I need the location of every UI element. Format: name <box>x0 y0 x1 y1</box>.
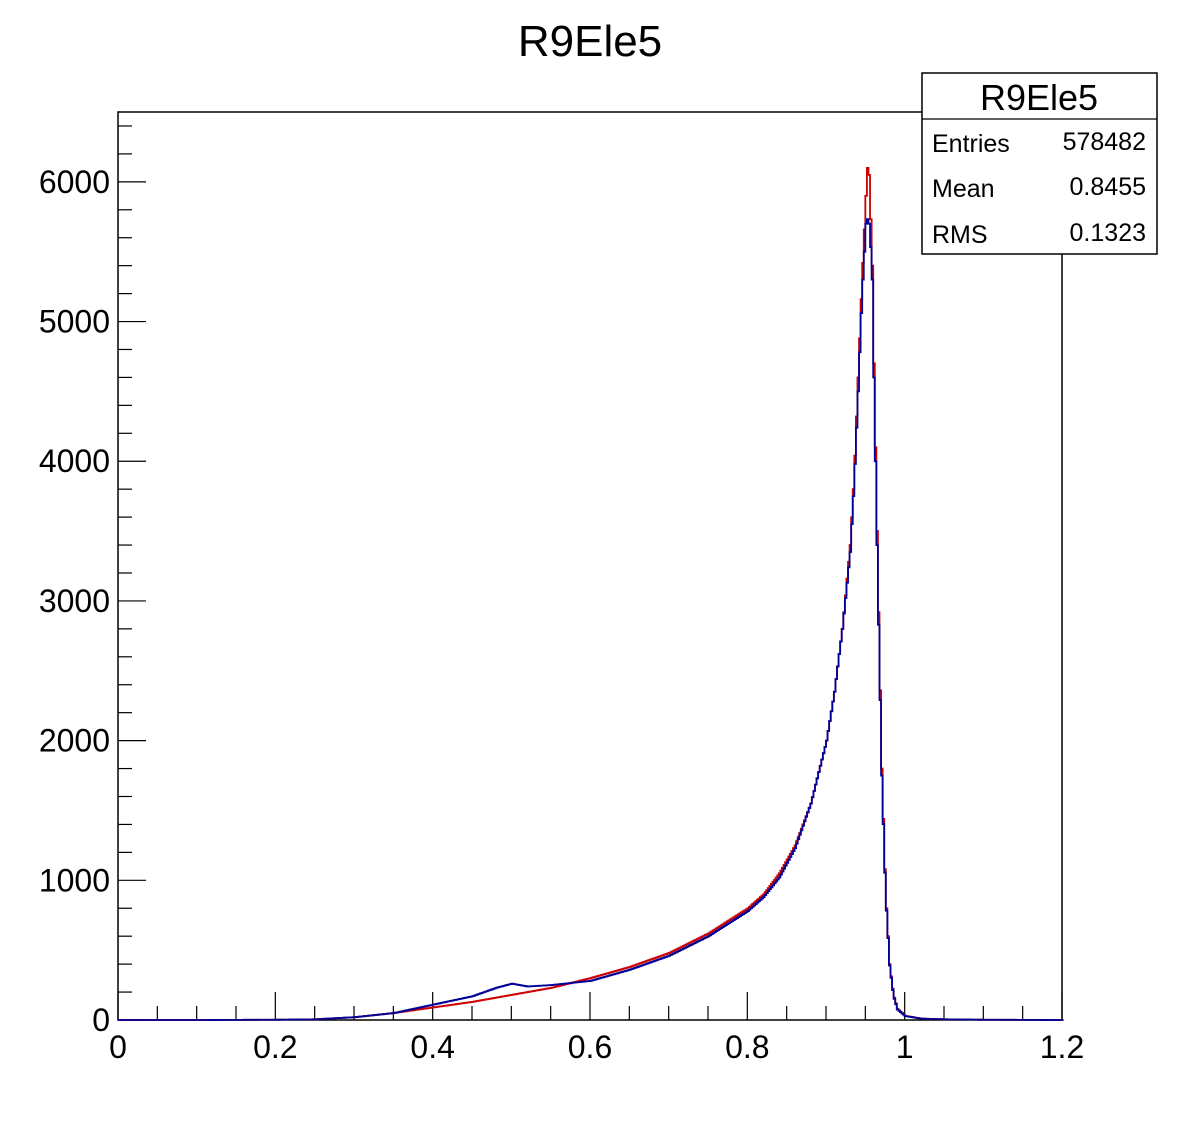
x-tick-label: 1.2 <box>1040 1029 1084 1065</box>
stats-rms-label: RMS <box>932 221 988 249</box>
x-tick-label: 0.6 <box>568 1029 612 1065</box>
stats-mean-value: 0.8455 <box>1070 173 1146 201</box>
x-tick-label: 0.2 <box>253 1029 297 1065</box>
chart-title: R9Ele5 <box>518 17 662 66</box>
y-axis: 0 1000 2000 3000 4000 5000 6000 <box>39 125 146 1038</box>
stats-box: R9Ele5 Entries 578482 Mean 0.8455 RMS 0.… <box>921 72 1158 255</box>
series-line-1 <box>118 166 1064 1021</box>
stats-box-frame <box>921 72 1158 255</box>
x-axis: 0 0.2 0.4 0.6 0.8 1 1.2 <box>109 992 1084 1065</box>
y-tick-label: 6000 <box>39 164 110 200</box>
stats-mean-label: Mean <box>932 175 995 203</box>
x-tick-label: 1 <box>896 1029 914 1065</box>
series-layer <box>118 166 1064 1021</box>
x-tick-label: 0.8 <box>725 1029 769 1065</box>
stats-rms-value: 0.1323 <box>1070 219 1146 247</box>
y-tick-label: 2000 <box>39 723 110 759</box>
stats-entries-label: Entries <box>932 130 1010 158</box>
y-tick-label: 1000 <box>39 862 110 898</box>
x-tick-label: 0 <box>109 1029 127 1065</box>
series-line-2 <box>118 218 1064 1021</box>
plot-frame <box>117 111 1063 1021</box>
x-tick-label: 0.4 <box>410 1029 454 1065</box>
stats-box-title: R9Ele5 <box>980 77 1098 118</box>
y-tick-label: 4000 <box>39 443 110 479</box>
stats-entries-value: 578482 <box>1063 128 1146 156</box>
y-tick-label: 5000 <box>39 304 110 340</box>
y-tick-label: 0 <box>92 1002 110 1038</box>
y-tick-label: 3000 <box>39 583 110 619</box>
